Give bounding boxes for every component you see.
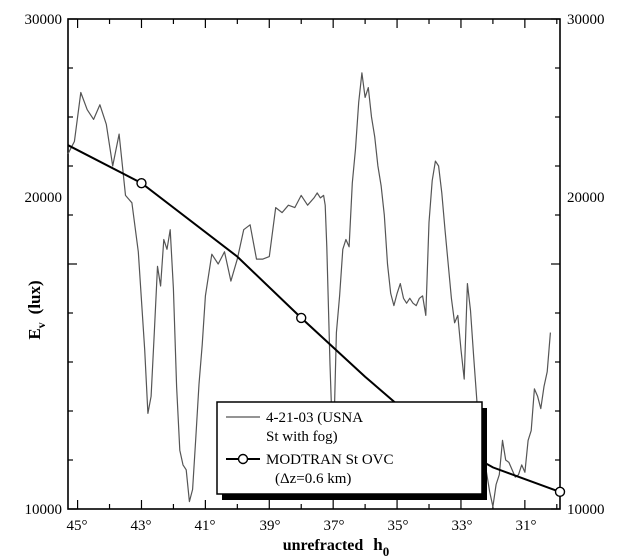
x-tick-label: 37° [324,518,345,534]
data-point-marker [554,486,566,498]
y-tick-label: 10000 [25,502,63,518]
y-right-tick-label: 30000 [567,12,605,28]
legend-label-usna: 4-21-03 (USNA [266,410,363,426]
x-tick-label: 31° [516,518,537,534]
x-tick-label: 33° [452,518,473,534]
y-right-tick-label: 10000 [567,502,605,518]
legend-label-modtran: MODTRAN St OVC [266,452,394,468]
y-axis-title-symbol: E [25,328,44,339]
x-axis-title-subscript: 0 [383,544,390,559]
x-tick-label: 43° [131,518,152,534]
legend-label-modtran-line2: (Δz=0.6 km) [275,471,351,487]
x-tick-label: 41° [195,518,216,534]
data-point-marker [136,177,147,189]
x-axis-title-symbol: h [373,535,383,554]
legend-label-usna-line2: St with fog) [266,429,338,445]
y-right-tick-label: 20000 [567,190,605,206]
y-axis-left: 10000 20000 30000 [25,12,63,518]
y-axis-title-unit: (lux) [25,280,44,314]
y-axis-right: 10000 20000 30000 [567,12,605,518]
data-point-marker [296,312,307,324]
legend-marker-modtran [237,453,249,465]
x-axis-title-word: unrefracted [283,537,364,554]
x-tick-label: 39° [260,518,281,534]
legend-box [216,401,483,495]
y-axis-title: Ev (lux) [25,280,48,339]
x-axis: 45° 43° 41° 39° 37° 35° 33° 31° [67,518,537,534]
y-tick-label: 20000 [25,190,63,206]
axis-ticks [68,18,560,510]
x-tick-label: 35° [388,518,409,534]
y-tick-label: 30000 [25,12,63,28]
legend: 4-21-03 (USNA St with fog) MODTRAN St OV… [216,401,487,500]
y-axis-title-subscript: v [34,322,48,328]
x-axis-title: unrefracted h0 [283,535,390,559]
x-tick-label: 45° [67,518,88,534]
series-markers-modtran [136,177,566,498]
